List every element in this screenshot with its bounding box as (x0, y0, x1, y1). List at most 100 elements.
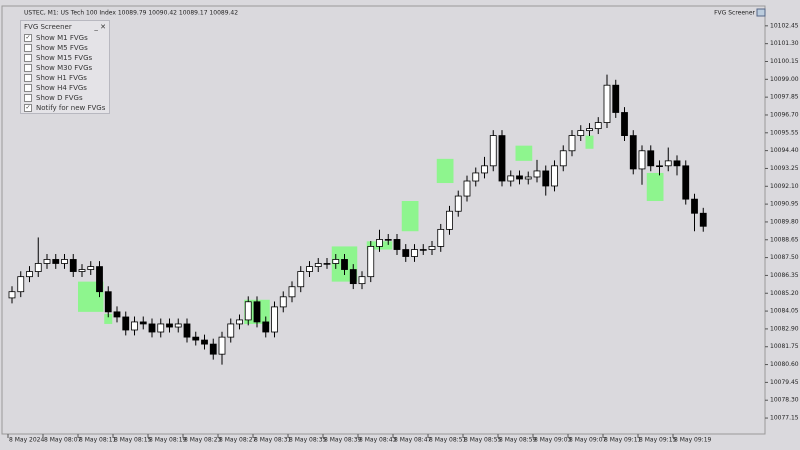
candle-body (131, 321, 138, 331)
x-tick-label: 8 May 08:19 (149, 437, 187, 444)
chart-title: USTEC, M1: US Tech 100 Index 10089.79 10… (24, 10, 238, 17)
candle-body (629, 135, 637, 170)
y-tick-label: 10082.90 (770, 325, 799, 332)
candle-body (122, 316, 130, 331)
y-tick-label: 10086.35 (770, 272, 799, 279)
option-label[interactable]: Show M5 FVGs (36, 44, 88, 52)
candle-body (376, 239, 383, 247)
panel-option[interactable]: Show H4 FVGs (21, 83, 109, 93)
candle-body (481, 165, 488, 174)
panel-option[interactable]: ✓ Notify for new FVGs (21, 103, 109, 113)
x-tick-label: 8 May 08:39 (324, 437, 362, 444)
checkbox[interactable] (24, 94, 32, 102)
y-tick-label: 10102.45 (770, 22, 799, 29)
candle-body (507, 175, 515, 182)
y-tick-label: 10092.10 (770, 183, 799, 190)
candle-body (691, 198, 698, 214)
fvg-zone (436, 158, 454, 184)
candle-body (209, 343, 217, 355)
y-tick-label: 10079.45 (770, 379, 799, 386)
option-label[interactable]: Show H4 FVGs (36, 84, 87, 92)
candle-body (341, 259, 348, 270)
y-tick-label: 10078.30 (770, 397, 799, 404)
candle-body (288, 286, 296, 298)
y-tick-label: 10100.15 (770, 58, 799, 65)
panel-option[interactable]: Show M15 FVGs (21, 53, 109, 63)
panel-header: FVG Screener _ ✕ (21, 21, 109, 33)
candle-body (516, 175, 523, 180)
checkbox[interactable] (24, 84, 32, 92)
y-tick-label: 10087.50 (770, 254, 799, 261)
candle-body (577, 130, 585, 136)
checkbox[interactable]: ✓ (24, 104, 32, 112)
checkbox[interactable] (24, 64, 32, 72)
x-tick-label: 8 May 08:15 (114, 437, 152, 444)
panel-option[interactable]: Show M5 FVGs (21, 43, 109, 53)
candle-body (148, 323, 156, 333)
option-label[interactable]: Show M30 FVGs (36, 64, 93, 72)
candle-body (139, 321, 147, 325)
checkbox[interactable] (24, 74, 32, 82)
option-label[interactable]: Show H1 FVGs (36, 74, 87, 82)
candle-body (358, 276, 366, 285)
candle-body (603, 84, 611, 123)
fvg-zone (515, 145, 533, 161)
x-tick-label: 8 May 09:03 (534, 437, 572, 444)
fvg-zone (585, 135, 594, 149)
candle-body (349, 269, 357, 285)
y-tick-label: 10090.95 (770, 201, 799, 208)
x-tick-label: 8 May 08:51 (429, 437, 467, 444)
y-tick-label: 10096.70 (770, 111, 799, 118)
panel-option[interactable]: Show H1 FVGs (21, 73, 109, 83)
option-label[interactable]: Show M1 FVGs (36, 34, 88, 42)
option-label[interactable]: Notify for new FVGs (36, 104, 106, 112)
checkbox[interactable]: ✓ (24, 34, 32, 42)
candle-body (271, 306, 278, 333)
x-tick-label: 8 May 08:31 (254, 437, 292, 444)
panel-option[interactable]: Show M30 FVGs (21, 63, 109, 73)
candle-body (498, 135, 506, 182)
candle-body (34, 263, 42, 272)
x-tick-label: 8 May 08:27 (219, 437, 257, 444)
candle-body (253, 301, 261, 323)
panel-items: ✓ Show M1 FVGs Show M5 FVGs Show M15 FVGs Sh… (21, 33, 109, 113)
indicator-label: FVG Screener (714, 10, 755, 17)
candle-body (586, 128, 593, 132)
candle-body (314, 263, 322, 267)
candle-body (306, 266, 313, 272)
y-tick-label: 10099.00 (770, 76, 799, 83)
y-tick-label: 10081.75 (770, 343, 799, 350)
candle-body (69, 259, 77, 272)
panel-title: FVG Screener (24, 23, 72, 31)
y-tick-label: 10095.55 (770, 129, 799, 136)
candle-body (218, 336, 226, 355)
candle-body (17, 276, 25, 293)
candle-body (393, 239, 401, 250)
candle-body (104, 291, 112, 313)
panel-option[interactable]: Show D FVGs (21, 93, 109, 103)
y-tick-label: 10088.65 (770, 236, 799, 243)
candle-body (367, 246, 375, 278)
panel-option[interactable]: ✓ Show M1 FVGs (21, 33, 109, 43)
checkbox[interactable] (24, 54, 32, 62)
panel-controls[interactable]: _ ✕ (94, 23, 106, 31)
option-label[interactable]: Show M15 FVGs (36, 54, 93, 62)
fvg-panel: FVG Screener _ ✕ ✓ Show M1 FVGs Show M5 FVG… (20, 20, 110, 114)
y-tick-label: 10094.40 (770, 147, 799, 154)
checkbox[interactable] (24, 44, 32, 52)
candle-body (533, 170, 541, 178)
x-tick-label: 8 May 08:23 (184, 437, 222, 444)
candle-body (612, 84, 620, 113)
candle-body (332, 259, 340, 264)
option-label[interactable]: Show D FVGs (36, 94, 83, 102)
candle-body (183, 323, 191, 338)
candle-body (201, 339, 208, 345)
y-tick-label: 10097.85 (770, 94, 799, 101)
candle-body (78, 269, 86, 272)
x-tick-label: 8 May 09:07 (569, 437, 607, 444)
candle-body (384, 239, 392, 241)
candle-body (96, 266, 103, 293)
candle-body (166, 323, 173, 328)
candle-body (428, 246, 436, 250)
candle-body (244, 301, 252, 321)
